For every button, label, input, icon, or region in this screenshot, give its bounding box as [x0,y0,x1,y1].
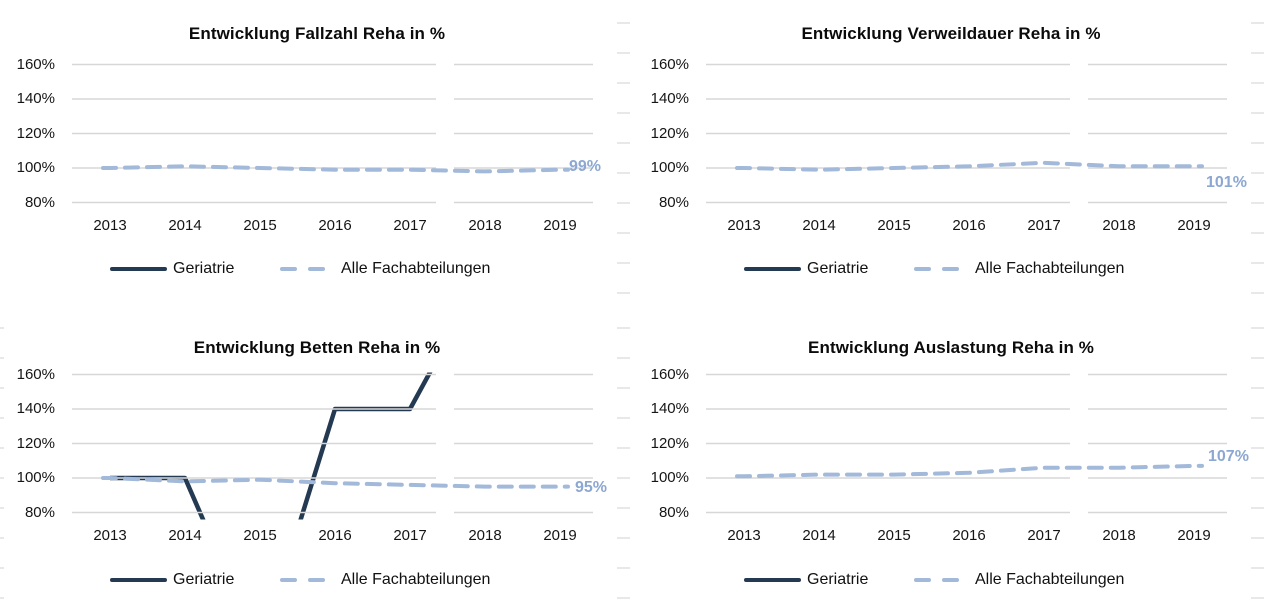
x-tick-label: 2014 [168,217,202,234]
chart-auslastung: Entwicklung Auslastung Reha in % 107% Ge… [634,305,1268,611]
x-tick-label: 2016 [318,527,352,544]
x-tick-label: 2019 [1177,217,1211,234]
geriatrie-line-swatch [744,267,801,271]
chart-title-betten: Entwicklung Betten Reha in % [193,338,441,358]
chart-title-auslastung: Entwicklung Auslastung Reha in % [808,338,1094,358]
x-tick-label: 2019 [1177,527,1211,544]
y-tick-label: 140% [650,400,689,417]
alle-fachabteilungen-series-line [101,164,570,174]
y-tick-label: 140% [16,90,55,107]
legend-label-geriatrie: Geriatrie [173,260,235,277]
alle-fachabteilungen-dash-swatch [308,267,325,271]
end-value-label-fallzahl: 99% [569,158,602,175]
betten-plot-area [0,327,630,599]
x-tick-label: 2013 [727,217,761,234]
y-tick-label: 120% [16,124,55,142]
x-tick-label: 2015 [877,527,911,544]
fallzahl-plot-area [72,22,630,294]
alle-fachabteilungen-dash-swatch [914,267,931,271]
chart-fallzahl: Entwicklung Fallzahl Reha in % 99% Geria… [0,0,634,305]
chart-betten: Entwicklung Betten Reha in % 95% Geriatr… [0,305,634,611]
x-tick-label: 2016 [952,217,986,234]
alle-fachabteilungen-dash-swatch [914,578,931,582]
chart-title-verweildauer: Entwicklung Verweildauer Reha in % [801,24,1101,44]
auslastung-plot-area [706,327,1264,599]
x-tick-label: 2017 [393,217,427,234]
end-value-label-verweildauer: 101% [1206,174,1247,191]
legend-fallzahl: Geriatrie Alle Fachabteilungen [0,257,634,281]
y-tick-label: 100% [16,159,55,176]
x-tick-label: 2017 [1027,527,1061,544]
geriatrie-line-swatch [110,267,167,271]
alle-fachabteilungen-series-line [735,160,1204,172]
y-tick-label: 120% [650,124,689,142]
legend-label-geriatrie: Geriatrie [807,571,869,588]
x-tick-label: 2016 [318,217,352,234]
legend-label-geriatrie: Geriatrie [173,571,235,588]
legend-label-alle-fachabteilungen: Alle Fachabteilungen [975,571,1125,588]
alle-fachabteilungen-dash-swatch [942,578,959,582]
x-tick-label: 2017 [393,527,427,544]
x-tick-label: 2014 [168,527,202,544]
y-tick-label: 120% [650,434,689,452]
legend-betten: Geriatrie Alle Fachabteilungen [0,568,634,592]
x-tick-label: 2013 [93,217,127,234]
legend-verweildauer: Geriatrie Alle Fachabteilungen [634,257,1268,281]
alle-fachabteilungen-dash-swatch [280,578,297,582]
x-tick-label: 2015 [243,527,277,544]
x-tick-label: 2014 [802,527,836,544]
x-tick-label: 2018 [1102,527,1136,544]
x-tick-label: 2016 [952,527,986,544]
alle-fachabteilungen-dash-swatch [280,267,297,271]
y-tick-label: 160% [650,365,689,383]
y-tick-label: 160% [16,365,55,383]
y-tick-label: 80% [24,503,55,521]
x-tick-label: 2013 [727,527,761,544]
legend-label-alle-fachabteilungen: Alle Fachabteilungen [341,571,491,588]
alle-fachabteilungen-dash-swatch [942,267,959,271]
y-tick-label: 80% [24,193,55,211]
y-tick-label: 100% [650,469,689,486]
x-tick-label: 2017 [1027,217,1061,234]
y-tick-label: 140% [650,90,689,107]
x-tick-label: 2019 [543,217,577,234]
y-tick-label: 80% [658,193,689,211]
x-tick-label: 2013 [93,527,127,544]
x-tick-label: 2018 [468,527,502,544]
y-tick-label: 140% [16,400,55,417]
geriatrie-line-swatch [110,578,167,582]
legend-auslastung: Geriatrie Alle Fachabteilungen [634,568,1268,592]
chart-verweildauer: Entwicklung Verweildauer Reha in % 101% … [634,0,1268,305]
legend-label-geriatrie: Geriatrie [807,260,869,277]
x-tick-label: 2018 [1102,217,1136,234]
alle-fachabteilungen-dash-swatch [308,578,325,582]
alle-fachabteilungen-series-line [735,463,1204,479]
y-tick-label: 100% [650,159,689,176]
y-tick-label: 120% [16,434,55,452]
geriatrie-line-swatch [744,578,801,582]
end-value-label-auslastung: 107% [1208,448,1249,465]
verweildauer-plot-area [706,22,1264,294]
alle-fachabteilungen-series-line [101,476,570,489]
x-tick-label: 2018 [468,217,502,234]
y-tick-label: 160% [650,55,689,73]
chart-title-fallzahl: Entwicklung Fallzahl Reha in % [188,24,446,44]
x-tick-label: 2019 [543,527,577,544]
legend-label-alle-fachabteilungen: Alle Fachabteilungen [341,260,491,277]
x-tick-label: 2014 [802,217,836,234]
end-value-label-betten: 95% [575,479,608,496]
x-tick-label: 2015 [243,217,277,234]
legend-label-alle-fachabteilungen: Alle Fachabteilungen [975,260,1125,277]
x-tick-label: 2015 [877,217,911,234]
y-tick-label: 100% [16,469,55,486]
y-tick-label: 160% [16,55,55,73]
y-tick-label: 80% [658,503,689,521]
